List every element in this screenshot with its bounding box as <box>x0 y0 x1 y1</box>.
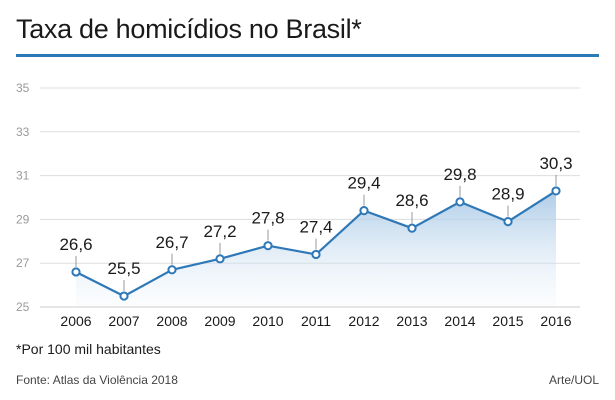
data-label-2006: 26,6 <box>59 235 92 254</box>
data-point-2013 <box>407 223 417 233</box>
data-label-2007: 25,5 <box>107 259 140 278</box>
x-tick-label: 2014 <box>444 313 475 329</box>
title-underline <box>16 54 599 57</box>
data-point-2016 <box>551 186 561 196</box>
x-tick-label: 2010 <box>252 313 283 329</box>
credit-note: Arte/UOL <box>548 373 599 387</box>
data-point-2009 <box>215 254 225 264</box>
x-tick-label: 2006 <box>60 313 91 329</box>
data-point-2014 <box>455 197 465 207</box>
footnote: *Por 100 mil habitantes <box>16 341 161 357</box>
data-point-2008 <box>167 265 177 275</box>
area-fill <box>76 190 556 307</box>
data-label-2009: 27,2 <box>203 222 236 241</box>
y-tick-label: 29 <box>16 212 30 226</box>
y-tick-label: 31 <box>16 169 30 183</box>
y-tick-label: 27 <box>16 256 30 270</box>
data-label-2008: 26,7 <box>155 233 188 252</box>
data-point-2011 <box>311 249 321 260</box>
x-tick-label: 2015 <box>492 313 523 329</box>
data-label-2010: 27,8 <box>251 209 284 228</box>
y-axis-ticks: 25 27 29 31 33 35 <box>16 81 30 314</box>
page-title: Taxa de homicídios no Brasil* <box>16 14 362 44</box>
data-label-2014: 29,8 <box>443 165 476 184</box>
x-tick-label: 2009 <box>204 313 235 329</box>
data-point-2007 <box>119 291 129 301</box>
x-tick-label: 2016 <box>540 313 571 329</box>
data-point-2010 <box>263 241 273 251</box>
data-labels: 26,6 25,5 26,7 27,2 27,8 27,4 29,4 28,6 29,8 28,9… <box>59 154 572 278</box>
x-axis-ticks: 2006 2007 2008 2009 2010 2011 2012 2013 2014 2015… <box>60 313 571 329</box>
data-label-2011: 27,4 <box>299 217 332 236</box>
y-tick-label: 35 <box>16 81 30 95</box>
label-leaders <box>75 174 557 292</box>
source-note: Fonte: Atlas da Violência 2018 <box>16 373 178 387</box>
data-point-2012 <box>359 206 369 216</box>
x-tick-label: 2011 <box>301 313 331 329</box>
data-point-2006 <box>71 267 81 277</box>
data-point-2015 <box>503 216 513 227</box>
x-tick-label: 2013 <box>396 313 427 329</box>
data-points <box>71 186 561 301</box>
line-chart: 25 27 29 31 33 35 26,6 25,5 26,7 27,2 27,8 27,4 29,… <box>16 81 580 329</box>
data-label-2012: 29,4 <box>347 174 380 193</box>
data-label-2013: 28,6 <box>395 191 428 210</box>
y-tick-label: 33 <box>16 125 30 139</box>
x-tick-label: 2007 <box>108 313 139 329</box>
data-label-2016: 30,3 <box>539 154 572 173</box>
data-label-2015: 28,9 <box>491 185 524 204</box>
x-tick-label: 2008 <box>156 313 187 329</box>
y-tick-label: 25 <box>16 300 30 314</box>
x-tick-label: 2012 <box>348 313 379 329</box>
